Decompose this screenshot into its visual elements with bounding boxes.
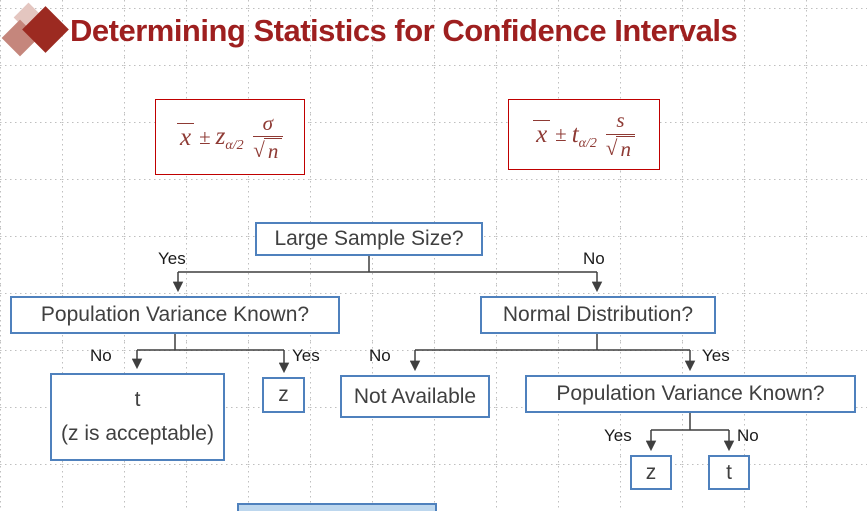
clipped-box-bottom bbox=[237, 503, 437, 511]
sigma: σ bbox=[252, 111, 283, 137]
radical-icon: √ bbox=[605, 135, 618, 160]
z-statistic: z bbox=[215, 123, 226, 150]
slide-title: Determining Statistics for Confidence In… bbox=[70, 13, 738, 48]
z-interval-formula: x ± z α/2 σ √ n bbox=[155, 99, 305, 175]
node-t-right: t bbox=[708, 455, 750, 490]
node-population-variance-known-left: Population Variance Known? bbox=[10, 296, 340, 334]
label-yes-popvar-left: Yes bbox=[292, 346, 320, 365]
node-z-left: z bbox=[262, 377, 305, 413]
label-yes-normal-dist: Yes bbox=[702, 346, 730, 365]
layered-diamonds-icon bbox=[1, 2, 69, 66]
x-bar: x bbox=[177, 122, 195, 152]
z-acceptable-label: (z is acceptable) bbox=[61, 421, 214, 445]
node-not-available: Not Available bbox=[340, 375, 490, 418]
label-no-normal-dist: No bbox=[369, 346, 391, 365]
plus-minus: ± bbox=[199, 124, 211, 149]
alpha-subscript: α/2 bbox=[225, 138, 244, 153]
label-no-large-sample: No bbox=[583, 249, 605, 268]
radicand-n: n bbox=[263, 138, 283, 163]
s: s bbox=[606, 108, 635, 135]
branch-large-sample bbox=[178, 256, 597, 273]
label-yes-large-sample: Yes bbox=[158, 249, 186, 268]
plus-minus: ± bbox=[555, 122, 567, 146]
node-normal-distribution: Normal Distribution? bbox=[480, 296, 716, 334]
radical-icon: √ bbox=[253, 138, 265, 162]
t-interval-formula: x ± t α/2 s √ n bbox=[508, 99, 660, 170]
branch-popvar-left bbox=[137, 334, 284, 351]
label-yes-popvar-right: Yes bbox=[604, 426, 632, 445]
node-population-variance-known-right: Population Variance Known? bbox=[525, 375, 856, 413]
node-t-z-acceptable: t (z is acceptable) bbox=[50, 373, 225, 461]
t-label: t bbox=[134, 388, 141, 412]
node-large-sample-size: Large Sample Size? bbox=[255, 222, 483, 256]
label-no-popvar-right: No bbox=[737, 426, 759, 445]
branch-popvar-right bbox=[651, 412, 729, 431]
node-z-right: z bbox=[630, 455, 672, 490]
s-over-sqrt-n: s √ n bbox=[605, 108, 635, 161]
x-bar: x bbox=[533, 120, 551, 149]
label-no-popvar-left: No bbox=[90, 346, 112, 365]
branch-normal-dist bbox=[415, 334, 690, 351]
sigma-over-sqrt-n: σ √ n bbox=[252, 111, 283, 163]
t-statistic: t bbox=[571, 120, 579, 148]
radicand-n: n bbox=[616, 135, 635, 161]
alpha-subscript: α/2 bbox=[578, 135, 597, 151]
